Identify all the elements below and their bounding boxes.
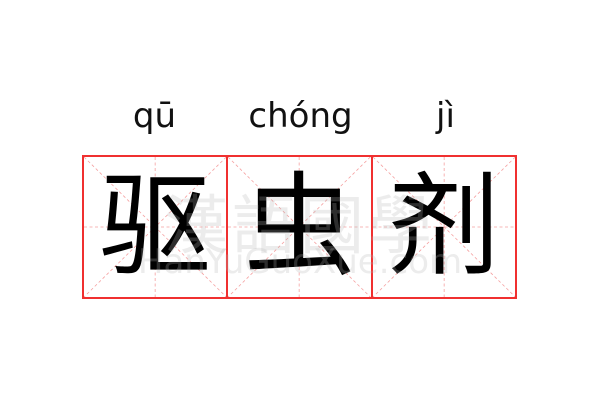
pinyin-3: jì	[436, 96, 455, 136]
watermark-logo: 漢語國學	[164, 190, 436, 264]
grid-guide-lines	[228, 157, 370, 297]
grid-guide-lines	[84, 157, 226, 297]
pinyin-2: chóng	[248, 96, 353, 136]
pinyin-1: qū	[132, 96, 177, 136]
character-1: 驱	[99, 162, 212, 292]
character-cell-2: 虫	[226, 157, 370, 297]
character-cell-1: 驱	[84, 157, 226, 297]
watermark-site: HanYuGuoXue.com	[137, 242, 463, 282]
character-cell-3: 剂	[370, 157, 515, 297]
character-3: 剂	[387, 162, 500, 292]
character-2: 虫	[243, 162, 356, 292]
character-grid: 驱 虫 剂	[82, 155, 517, 299]
grid-guide-lines	[373, 157, 515, 297]
